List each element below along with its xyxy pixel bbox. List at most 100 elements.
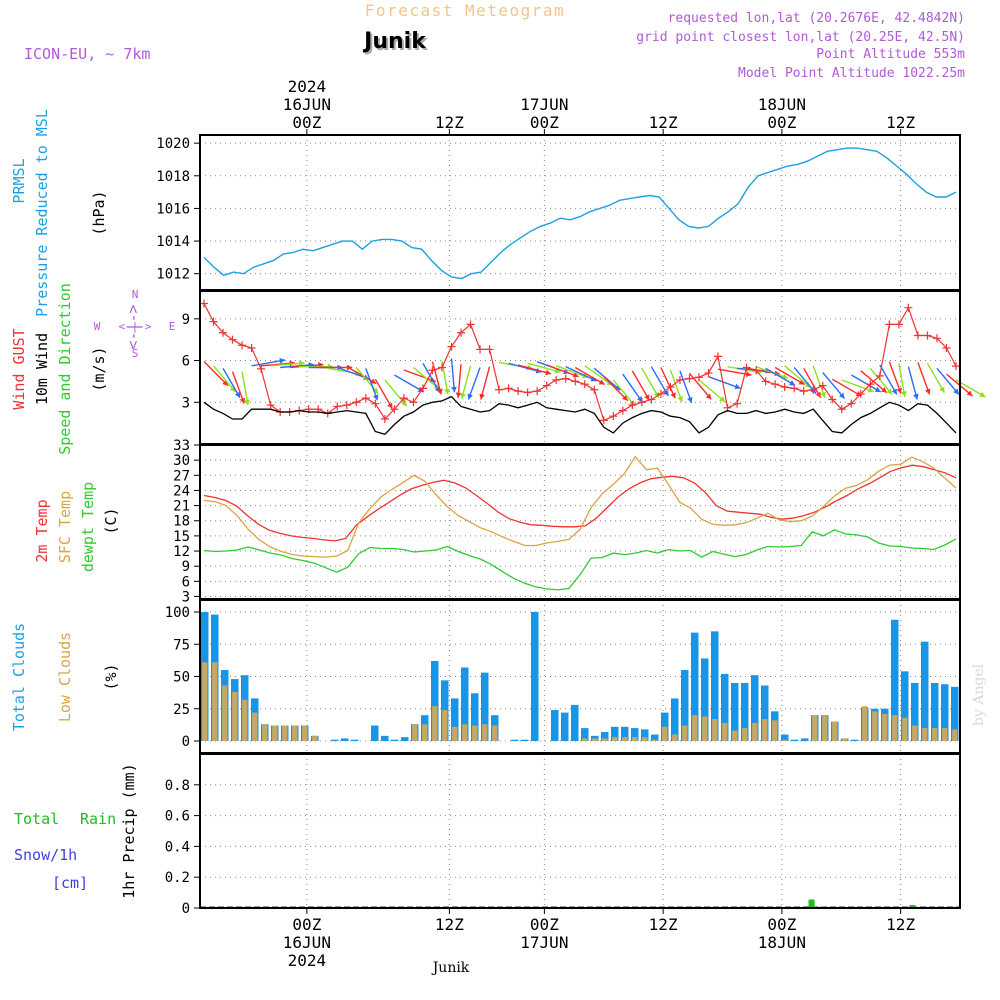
y-tick-label: 24	[173, 483, 190, 499]
clouds-panel: 0 25 50 75 100	[165, 599, 961, 754]
wind-arrow-head	[636, 396, 643, 403]
gust-point	[342, 401, 351, 410]
compass-w: W	[94, 320, 101, 333]
product-title: Forecast Meteogram	[365, 1, 565, 20]
low-cloud-bar	[772, 720, 778, 741]
wind-arrow-head	[734, 383, 741, 390]
y-tick-label: 1020	[156, 136, 190, 152]
y-tick-label: 6	[182, 574, 190, 590]
gust-point	[380, 414, 389, 423]
compass-ew-arrow: <-|->	[118, 320, 151, 333]
compass-ns-arrow: <-|->	[124, 304, 142, 349]
top-tick-label: 00Z	[292, 113, 321, 132]
gust-point	[818, 381, 827, 390]
low-cloud-bar	[262, 724, 268, 741]
wind-direction-arrow	[831, 378, 863, 397]
top-tick-label: 00Z	[530, 113, 559, 132]
low-cloud-bar	[712, 719, 718, 741]
pressure-panel-frame	[199, 134, 961, 291]
low-cloud-bar	[292, 725, 298, 741]
wind-direction-arrow	[203, 361, 229, 387]
wind-arrow-head	[886, 388, 893, 395]
low-cloud-bar	[682, 725, 688, 741]
y-tick-label: 75	[173, 637, 190, 653]
gust-point	[428, 366, 437, 375]
total-cloud-bar	[941, 684, 949, 741]
low-cloud-bar	[412, 724, 418, 741]
wind-direction-label: Speed and Direction	[56, 283, 74, 455]
total-cloud-bar	[671, 698, 679, 741]
wind-arrow-head	[244, 399, 250, 406]
gust-point	[685, 374, 694, 383]
bottom-tick-label: 00Z	[767, 915, 796, 934]
wind-direction-arrow	[926, 362, 946, 394]
snow-unit: [cm]	[52, 874, 88, 892]
wind-arrow-head	[372, 387, 379, 394]
total-cloud-bar	[471, 693, 479, 741]
wind-direction-arrow	[355, 367, 379, 394]
gust-point	[952, 362, 960, 371]
wind-direction-arrow	[679, 370, 693, 404]
low-cloud-bar	[922, 728, 928, 741]
wind-arrow-head	[670, 392, 676, 399]
y-tick-label: 1018	[156, 169, 190, 185]
low-cloud-bar	[872, 711, 878, 741]
wind-direction-arrow	[457, 364, 462, 399]
gust-point	[533, 387, 542, 396]
total-cloud-bar	[551, 710, 559, 741]
wind-direction-arrow	[917, 362, 931, 395]
wind-arrow-head	[460, 392, 466, 399]
wind-direction-arrow	[622, 373, 643, 403]
wind-arrow-head	[479, 393, 485, 400]
wind-arrow-head	[234, 391, 241, 398]
gust-point	[238, 341, 247, 350]
dewpoint-label: dewpt Temp	[79, 482, 97, 572]
gust-point	[904, 303, 913, 312]
gust-point	[618, 406, 627, 415]
dewpoint-line	[203, 529, 957, 591]
y-tick-label: 3	[182, 395, 190, 411]
wind-direction-arrow	[527, 362, 561, 373]
gust-point	[885, 320, 894, 329]
total-cloud-bar	[631, 728, 639, 741]
top-tick-label: 12Z	[435, 113, 464, 132]
wind-direction-arrow	[280, 363, 315, 369]
low-cloud-bar	[602, 738, 608, 741]
low-cloud-bar	[822, 715, 828, 741]
compass-s: S	[132, 347, 139, 360]
y-tick-label: 25	[173, 702, 190, 718]
wind-direction-arrow	[565, 366, 597, 382]
wind-direction-arrow	[231, 371, 245, 404]
t2m-label: 2m Temp	[33, 499, 51, 562]
gust-point	[599, 416, 608, 425]
wind-direction-arrow	[212, 365, 236, 393]
low-cloud-bar	[662, 726, 668, 741]
low-cloud-bar	[912, 725, 918, 741]
total-cloud-bar	[621, 726, 629, 741]
bottom-tick-label: 18JUN	[758, 933, 806, 952]
wind-direction-arrow	[850, 374, 882, 393]
total-cloud-bar	[701, 658, 709, 741]
y-tick-label: 0	[182, 901, 190, 917]
wind-direction-arrow	[669, 369, 683, 403]
pressure-full-label: Pressure Reduced to MSL	[33, 109, 51, 317]
wind-arrow-head	[554, 367, 561, 374]
gust-point	[476, 345, 485, 354]
wind-arrow-head	[745, 371, 752, 377]
wind-direction-arrow	[431, 361, 442, 395]
wind-direction-arrow	[327, 367, 362, 375]
wind-speed-line	[203, 395, 957, 436]
y-tick-label: 33	[173, 438, 190, 454]
wind-direction-arrow	[241, 371, 249, 406]
gust-point	[694, 373, 703, 382]
wind-direction-arrow	[584, 365, 614, 386]
total-cloud-bar	[781, 734, 789, 741]
wind-direction-arrow	[641, 367, 660, 399]
low-cloud-bar	[782, 739, 788, 741]
bottom-tick-label: 2024	[288, 951, 327, 970]
gust-point	[875, 371, 884, 380]
wind-arrow-head	[913, 393, 919, 400]
gust-point	[780, 382, 789, 391]
y-tick-label: 18	[173, 514, 190, 530]
gust-point	[228, 335, 237, 344]
